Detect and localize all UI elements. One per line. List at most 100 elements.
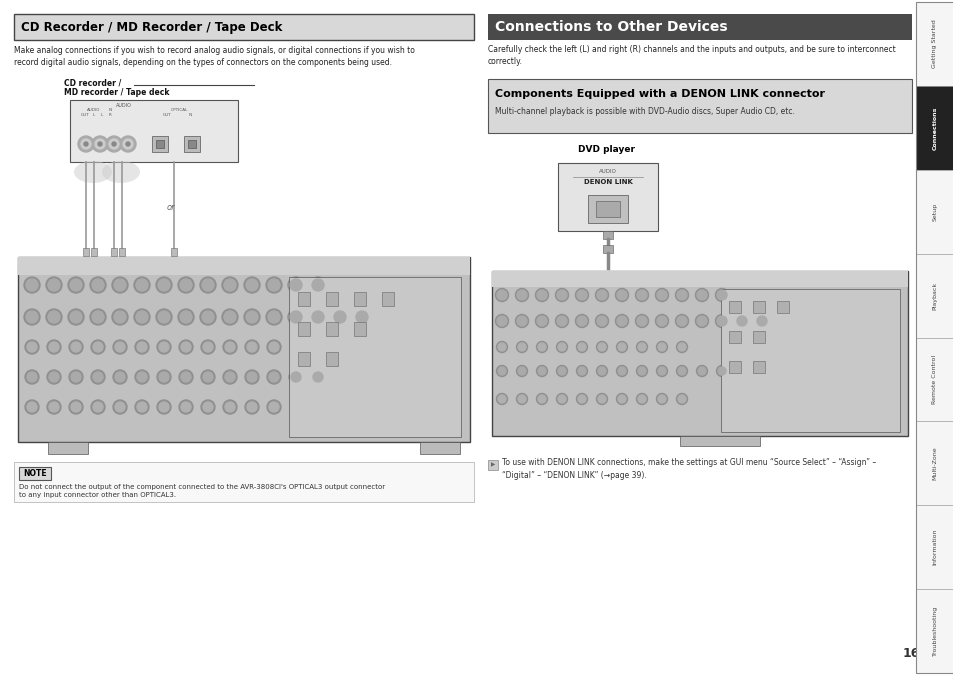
Circle shape: [695, 288, 708, 302]
Circle shape: [24, 309, 40, 325]
Circle shape: [201, 370, 214, 384]
Circle shape: [698, 367, 705, 375]
Circle shape: [557, 316, 566, 326]
Circle shape: [717, 316, 726, 326]
Bar: [915, 338, 953, 421]
Circle shape: [49, 372, 59, 382]
Circle shape: [695, 315, 708, 327]
Circle shape: [24, 277, 40, 293]
Circle shape: [354, 309, 370, 325]
Circle shape: [537, 367, 545, 375]
Circle shape: [269, 342, 278, 352]
Circle shape: [656, 342, 667, 352]
Circle shape: [578, 395, 585, 403]
Circle shape: [225, 402, 234, 412]
Circle shape: [557, 290, 566, 300]
Circle shape: [311, 370, 325, 384]
Circle shape: [247, 372, 256, 382]
Circle shape: [517, 395, 525, 403]
Circle shape: [112, 277, 128, 293]
Circle shape: [245, 370, 258, 384]
Bar: [679, 436, 760, 446]
Circle shape: [247, 342, 256, 352]
Bar: [298, 292, 310, 306]
Circle shape: [596, 342, 607, 352]
Circle shape: [48, 279, 60, 291]
Bar: [488, 460, 497, 470]
Circle shape: [49, 342, 59, 352]
Circle shape: [355, 311, 368, 323]
Circle shape: [675, 315, 688, 327]
Circle shape: [268, 311, 280, 323]
Circle shape: [637, 316, 646, 326]
Circle shape: [537, 290, 546, 300]
Circle shape: [497, 316, 506, 326]
Circle shape: [71, 402, 81, 412]
Bar: [752, 331, 764, 343]
Circle shape: [269, 402, 278, 412]
Text: OUT: OUT: [81, 113, 90, 117]
Circle shape: [636, 342, 647, 352]
Circle shape: [717, 290, 726, 300]
Text: IN: IN: [189, 113, 193, 117]
Circle shape: [334, 311, 346, 323]
Circle shape: [112, 309, 128, 325]
Bar: [354, 322, 366, 336]
Circle shape: [268, 279, 280, 291]
Circle shape: [597, 290, 606, 300]
Bar: [488, 14, 911, 40]
Text: AUDIO: AUDIO: [87, 108, 100, 112]
Circle shape: [179, 370, 193, 384]
Bar: [728, 331, 740, 343]
Circle shape: [25, 340, 39, 354]
Circle shape: [755, 315, 768, 327]
Circle shape: [156, 277, 172, 293]
Circle shape: [577, 290, 586, 300]
Bar: [915, 2, 953, 673]
Circle shape: [535, 315, 548, 327]
Circle shape: [617, 290, 626, 300]
Bar: [728, 301, 740, 313]
Circle shape: [200, 309, 215, 325]
Circle shape: [497, 367, 505, 375]
Circle shape: [126, 142, 130, 146]
Circle shape: [159, 372, 169, 382]
Circle shape: [224, 311, 235, 323]
Circle shape: [676, 365, 687, 377]
Bar: [720, 289, 899, 432]
Circle shape: [495, 288, 508, 302]
Text: Connections: Connections: [931, 106, 937, 149]
Circle shape: [181, 342, 191, 352]
Circle shape: [92, 402, 103, 412]
Circle shape: [658, 395, 665, 403]
Circle shape: [113, 279, 126, 291]
Bar: [48, 442, 88, 454]
Bar: [419, 442, 459, 454]
Text: Remote Control: Remote Control: [931, 355, 937, 404]
Bar: [83, 248, 89, 256]
Circle shape: [595, 315, 608, 327]
Circle shape: [178, 277, 193, 293]
Circle shape: [247, 402, 256, 412]
Circle shape: [517, 367, 525, 375]
Circle shape: [638, 367, 645, 375]
Text: IN: IN: [108, 108, 112, 112]
Text: Multi-Zone: Multi-Zone: [931, 446, 937, 480]
Circle shape: [290, 311, 302, 323]
Circle shape: [266, 309, 282, 325]
Circle shape: [269, 372, 278, 382]
Circle shape: [558, 395, 565, 403]
Text: Playback: Playback: [931, 281, 937, 310]
Circle shape: [715, 315, 728, 327]
Circle shape: [244, 309, 260, 325]
Circle shape: [290, 279, 302, 291]
Circle shape: [157, 340, 171, 354]
Circle shape: [181, 402, 191, 412]
Circle shape: [222, 309, 237, 325]
Circle shape: [556, 365, 567, 377]
Bar: [19, 467, 51, 480]
Bar: [188, 140, 195, 148]
Text: L: L: [101, 113, 103, 117]
Circle shape: [267, 370, 281, 384]
Bar: [298, 352, 310, 366]
